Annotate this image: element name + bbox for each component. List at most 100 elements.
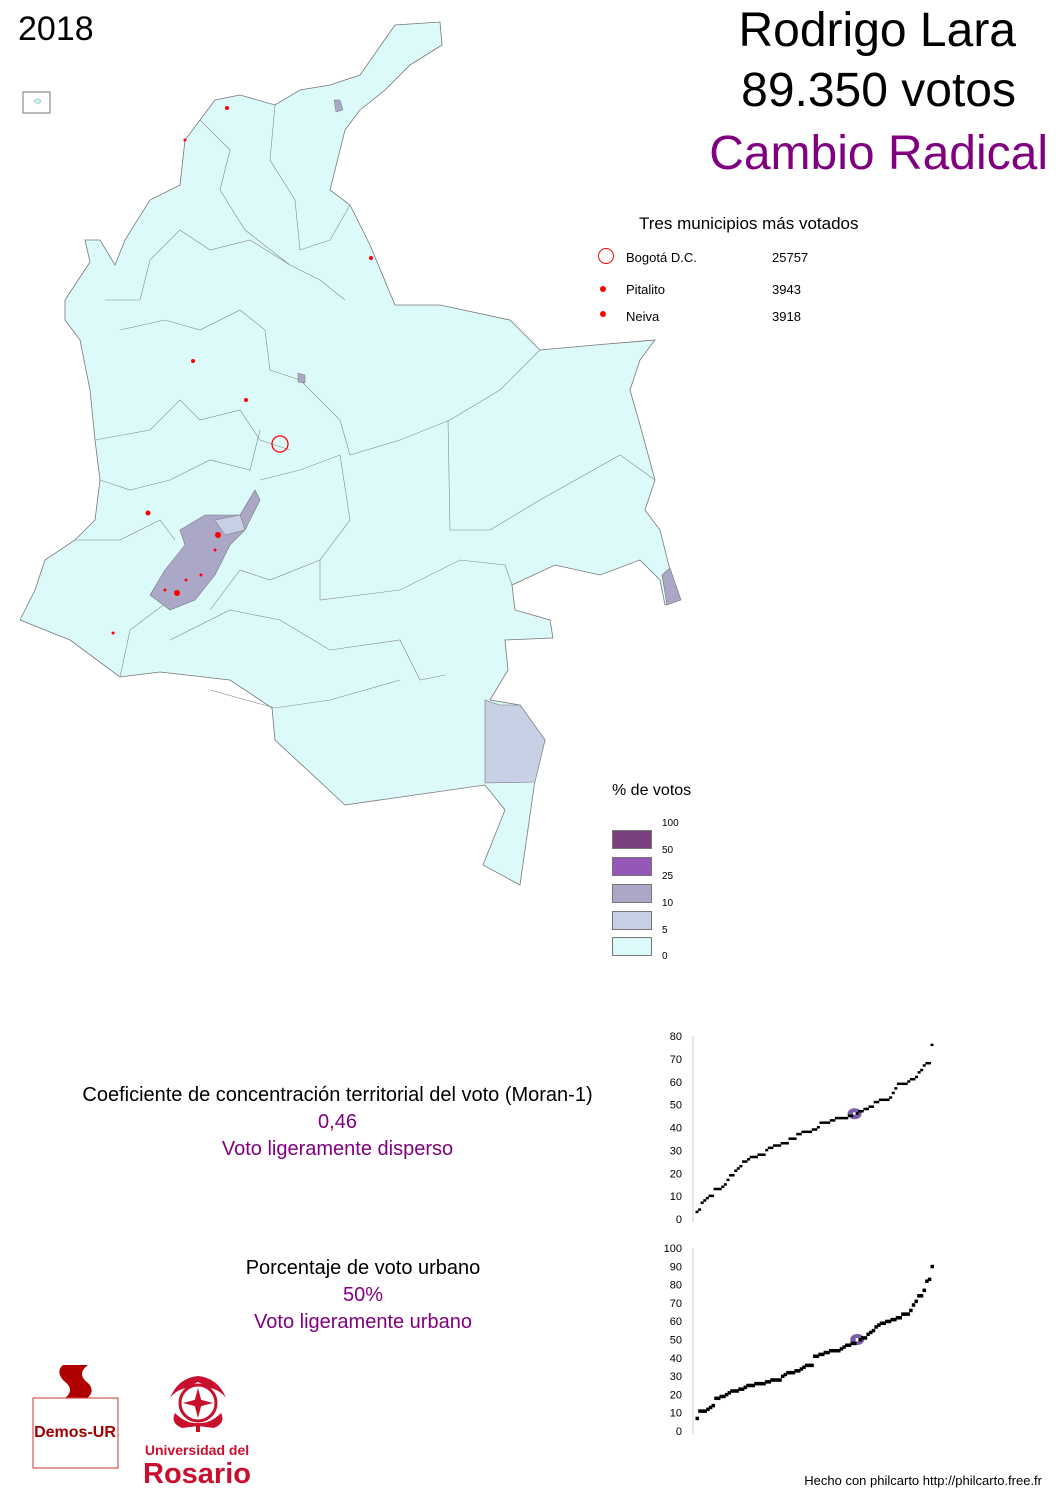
data-point bbox=[716, 1187, 720, 1191]
data-point bbox=[814, 1128, 818, 1131]
dot-icon bbox=[600, 311, 606, 317]
y-tick-label: 50 bbox=[670, 1335, 682, 1347]
data-point bbox=[786, 1370, 790, 1375]
data-point bbox=[915, 1075, 919, 1079]
data-point bbox=[756, 1381, 761, 1386]
municipality-name: Pitalito bbox=[626, 282, 666, 297]
data-point bbox=[738, 1387, 742, 1391]
data-point bbox=[760, 1153, 764, 1156]
data-point bbox=[893, 1317, 897, 1322]
data-point bbox=[710, 1194, 714, 1198]
data-point bbox=[706, 1407, 710, 1412]
data-point bbox=[876, 1100, 880, 1104]
data-point bbox=[793, 1137, 797, 1140]
legend-break: 10 bbox=[662, 898, 674, 909]
data-point bbox=[778, 1144, 782, 1147]
y-tick-label: 0 bbox=[676, 1214, 682, 1226]
country-outline bbox=[19, 21, 681, 886]
y-tick-label: 60 bbox=[670, 1077, 682, 1089]
top-municipalities-title: Tres municipios más votados bbox=[639, 214, 859, 233]
data-point bbox=[927, 1277, 932, 1282]
data-point bbox=[698, 1208, 702, 1211]
data-point bbox=[815, 1354, 820, 1358]
data-point bbox=[732, 1389, 737, 1393]
data-point bbox=[727, 1391, 732, 1395]
y-tick-label: 30 bbox=[670, 1371, 682, 1383]
data-point bbox=[770, 1146, 774, 1150]
data-point bbox=[860, 1109, 864, 1113]
data-point bbox=[695, 1416, 699, 1421]
data-point bbox=[767, 1146, 771, 1150]
data-point bbox=[772, 1144, 776, 1147]
moran-value: 0,46 bbox=[318, 1111, 357, 1133]
data-point bbox=[736, 1167, 740, 1170]
city-marker bbox=[184, 578, 188, 582]
data-point bbox=[868, 1105, 872, 1108]
y-tick-label: 10 bbox=[670, 1408, 682, 1420]
data-point bbox=[845, 1116, 849, 1120]
urban-value: 50% bbox=[342, 1284, 384, 1306]
y-tick-label: 70 bbox=[670, 1298, 682, 1310]
data-point bbox=[866, 1332, 870, 1337]
legend-swatch-5-10 bbox=[612, 911, 652, 930]
city-marker bbox=[163, 588, 167, 592]
data-point bbox=[847, 1343, 852, 1347]
data-point bbox=[796, 1369, 801, 1373]
data-point bbox=[729, 1174, 733, 1177]
data-point bbox=[788, 1370, 793, 1375]
data-point bbox=[767, 1380, 772, 1384]
data-point bbox=[719, 1394, 724, 1399]
data-point bbox=[785, 1142, 789, 1145]
data-point bbox=[718, 1187, 722, 1191]
data-point bbox=[831, 1348, 836, 1353]
data-point bbox=[882, 1321, 886, 1326]
data-point bbox=[890, 1317, 894, 1322]
data-point bbox=[917, 1294, 921, 1298]
moran-description: Voto ligeramente disperso bbox=[221, 1138, 454, 1160]
rosario-logo: Universidad del Rosario bbox=[143, 1376, 251, 1488]
y-tick-label: 100 bbox=[664, 1243, 682, 1255]
y-tick-label: 80 bbox=[670, 1280, 682, 1292]
data-point bbox=[809, 1130, 813, 1134]
city-marker bbox=[369, 256, 373, 260]
data-point bbox=[909, 1308, 913, 1313]
data-point bbox=[894, 1087, 898, 1090]
data-point bbox=[907, 1080, 911, 1083]
data-point bbox=[874, 1325, 878, 1329]
data-point bbox=[822, 1121, 826, 1124]
municipality-votes: 3918 bbox=[772, 309, 801, 324]
data-point bbox=[829, 1119, 833, 1122]
data-point bbox=[780, 1374, 785, 1379]
data-point bbox=[810, 1363, 814, 1368]
y-tick-label: 20 bbox=[670, 1168, 682, 1180]
data-point bbox=[884, 1098, 888, 1102]
data-point bbox=[871, 1105, 875, 1108]
y-tick-label: 10 bbox=[670, 1191, 682, 1203]
data-point bbox=[700, 1409, 705, 1413]
data-point bbox=[891, 1091, 895, 1095]
data-point bbox=[858, 1338, 862, 1342]
legend-break: 50 bbox=[662, 845, 674, 856]
data-point bbox=[765, 1148, 769, 1152]
legend-swatch-0-5 bbox=[612, 937, 652, 956]
credit-text: Hecho con philcarto http://philcarto.fre… bbox=[804, 1473, 1042, 1488]
data-point bbox=[791, 1370, 796, 1375]
data-point bbox=[895, 1316, 900, 1320]
data-point bbox=[772, 1378, 777, 1382]
moran-block: Coeficiente de concentración territorial… bbox=[40, 1082, 635, 1163]
data-point bbox=[871, 1328, 876, 1333]
data-point bbox=[762, 1381, 766, 1386]
data-point bbox=[743, 1385, 748, 1390]
island-shape bbox=[33, 98, 42, 105]
y-tick-label: 40 bbox=[670, 1353, 682, 1365]
municipality-name: Neiva bbox=[626, 309, 660, 324]
region-amazonas bbox=[484, 699, 546, 784]
data-point bbox=[826, 1350, 830, 1355]
moran-scatter-chart: 0 10 20 30 40 50 60 70 80 bbox=[670, 1031, 934, 1226]
data-point bbox=[925, 1061, 929, 1065]
data-point bbox=[713, 1187, 717, 1191]
y-tick-label: 0 bbox=[676, 1426, 682, 1438]
data-point bbox=[816, 1126, 820, 1129]
legend-break: 100 bbox=[662, 818, 679, 829]
data-point bbox=[751, 1383, 756, 1388]
